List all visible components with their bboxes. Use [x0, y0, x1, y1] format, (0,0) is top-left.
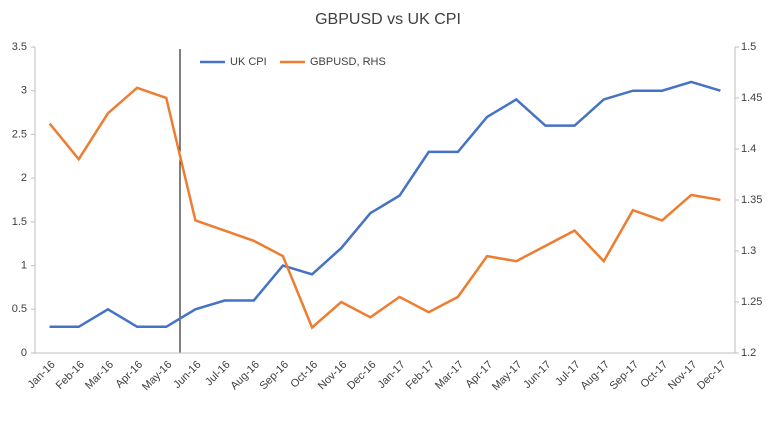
x-tick-label: Nov-16: [316, 359, 350, 393]
y2-tick-label: 1.2: [741, 347, 756, 359]
x-tick-label: Dec-17: [695, 359, 729, 393]
series-line: [49, 80, 721, 329]
y2-tick-label: 1.35: [741, 194, 762, 206]
y-tick-label: 1.5: [12, 216, 27, 228]
x-tick-label: Sep-17: [608, 359, 642, 393]
series-line: [48, 86, 721, 330]
x-tick-label: Nov-17: [666, 359, 700, 393]
y-tick-label: 3.5: [12, 41, 27, 53]
y2-tick-label: 1.25: [741, 296, 762, 308]
x-tick-label: May-16: [140, 359, 174, 393]
x-tick-label: Mar-16: [83, 359, 116, 392]
x-tick-label: Jun-16: [171, 359, 203, 391]
y-tick-label: 2.5: [12, 128, 27, 140]
x-tick-label: Sep-16: [258, 359, 292, 393]
y-tick-label: 1: [21, 259, 27, 271]
y-tick-label: 0.5: [12, 303, 27, 315]
y2-tick-label: 1.4: [741, 143, 756, 155]
legend-label: UK CPI: [230, 56, 267, 68]
x-tick-label: Jan-16: [25, 359, 57, 391]
x-tick-label: Aug-16: [228, 359, 262, 393]
y2-tick-label: 1.5: [741, 41, 756, 53]
x-tick-label: Jun-17: [521, 359, 553, 391]
x-tick-label: Feb-16: [54, 359, 87, 392]
x-tick-label: May-17: [490, 359, 524, 393]
x-tick-label: Jan-17: [375, 359, 407, 391]
x-tick-label: Oct-16: [288, 359, 320, 391]
x-tick-label: Mar-17: [433, 359, 466, 392]
y-tick-label: 0: [21, 347, 27, 359]
y2-tick-label: 1.45: [741, 92, 762, 104]
chart-title: GBPUSD vs UK CPI: [315, 11, 461, 28]
y2-tick-label: 1.3: [741, 245, 756, 257]
x-tick-label: Feb-17: [404, 359, 437, 392]
x-tick-label: Aug-17: [578, 359, 612, 393]
x-tick-label: Oct-17: [638, 359, 670, 391]
y-tick-label: 2: [21, 172, 27, 184]
x-tick-label: Dec-16: [345, 359, 379, 393]
legend-label: GBPUSD, RHS: [310, 56, 386, 68]
y-tick-label: 3: [21, 85, 27, 97]
